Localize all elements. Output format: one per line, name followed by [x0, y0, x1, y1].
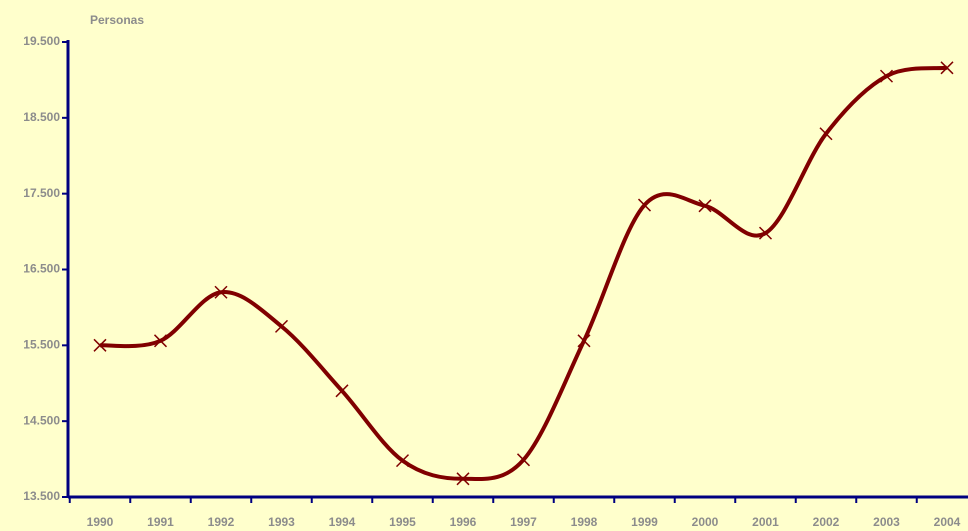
x-tick-label: 2004: [934, 515, 961, 529]
x-tick-label: 1992: [208, 515, 235, 529]
marker: [819, 127, 833, 141]
y-tick-label: 17.500: [23, 186, 60, 200]
x-tick-label: 1998: [571, 515, 598, 529]
marker: [879, 69, 894, 83]
series-line: [99, 65, 948, 482]
y-tick-label: 18.500: [23, 110, 60, 124]
marker: [637, 198, 652, 212]
x-tick-label: 1997: [510, 515, 537, 529]
y-tick-label: 14.500: [23, 413, 60, 427]
marker: [93, 338, 107, 352]
y-tick-label: 19.500: [23, 34, 60, 48]
y-tick-label: 15.500: [23, 338, 60, 352]
marker: [758, 226, 773, 240]
x-tick-label: 2001: [752, 515, 779, 529]
marker: [940, 61, 954, 75]
x-tick-label: 1994: [329, 515, 356, 529]
marker: [274, 319, 289, 333]
marker: [577, 334, 591, 348]
x-tick-label: 1999: [631, 515, 658, 529]
x-tick-label: 2003: [873, 515, 900, 529]
x-tick-label: 1993: [268, 515, 295, 529]
x-tick-label: 1996: [450, 515, 477, 529]
marker: [456, 472, 470, 486]
marker: [214, 285, 228, 299]
x-tick-label: 2002: [813, 515, 840, 529]
x-tick-label: 1990: [87, 515, 114, 529]
marker: [698, 199, 712, 213]
x-tick-label: 2000: [692, 515, 719, 529]
y-tick-label: 13.500: [23, 489, 60, 503]
y-axis-label: Personas: [90, 13, 144, 27]
marker: [395, 454, 410, 468]
marker: [153, 334, 168, 348]
x-tick-label: 1995: [389, 515, 416, 529]
y-tick-label: 16.500: [23, 262, 60, 276]
marker: [516, 453, 531, 467]
x-tick-label: 1991: [147, 515, 174, 529]
marker: [335, 384, 349, 398]
